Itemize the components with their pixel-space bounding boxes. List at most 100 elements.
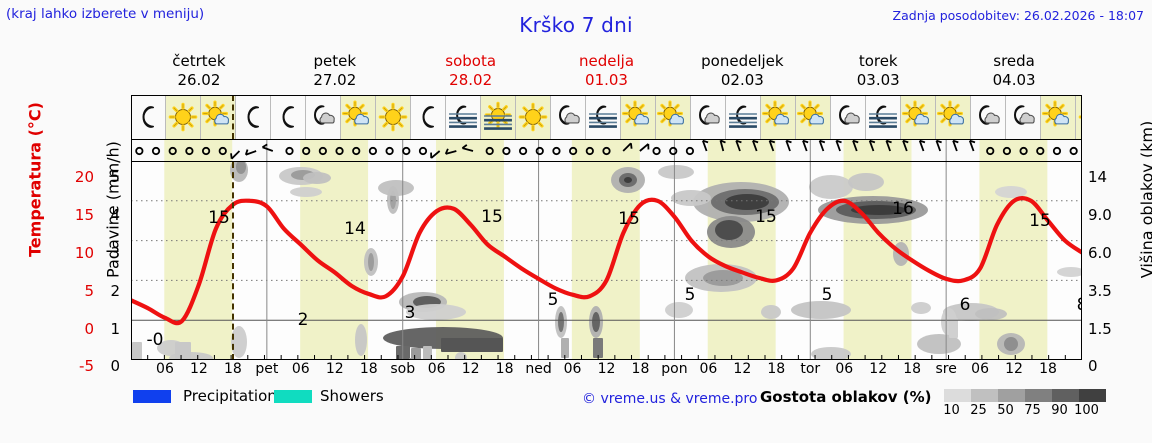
day-column-sreda: sreda 04.03 bbox=[946, 52, 1082, 92]
cloud-density-swatch-75 bbox=[1025, 389, 1052, 402]
weather-icon-sun-cloud bbox=[341, 95, 376, 139]
temp-min-label-nedelja: 5 bbox=[548, 290, 559, 310]
day-date: 28.02 bbox=[449, 71, 493, 89]
cloud-height-tick-3.5: 3.5 bbox=[1088, 282, 1112, 300]
weather-icon-moon-cloud bbox=[551, 95, 586, 139]
showers-legend-label: Showers bbox=[320, 387, 384, 405]
weather-icon-moon bbox=[271, 95, 306, 139]
cloud-density-swatch-100 bbox=[1079, 389, 1106, 402]
cloud-density-legend-title: Gostota oblakov (%) bbox=[760, 388, 932, 406]
precipitation-tick-2: 2 bbox=[110, 282, 120, 300]
x-tick-18-18: 18 bbox=[767, 361, 786, 377]
weather-icon-band bbox=[131, 95, 1082, 140]
cloud-density-swatch-50 bbox=[998, 389, 1025, 402]
x-tick-18-14: 18 bbox=[631, 361, 650, 377]
x-tick-06-24: 06 bbox=[971, 361, 990, 377]
weather-icon-sun bbox=[1076, 95, 1082, 139]
weather-icon-sun-cloud bbox=[621, 95, 656, 139]
cloud-density-tick-25: 25 bbox=[970, 403, 987, 418]
temperature-tick-20: 20 bbox=[74, 168, 94, 186]
chart-plot-area: 15 -0 14 2 15 3 15 5 15 5 16 5 15 6 8 bbox=[131, 162, 1082, 360]
day-name: ponedeljek bbox=[701, 52, 784, 70]
temp-min-label-petek: 2 bbox=[298, 310, 309, 330]
x-tick-pet-3: pet bbox=[255, 361, 279, 377]
day-date: 02.03 bbox=[720, 71, 764, 89]
weather-icon-sun-cloud bbox=[761, 95, 796, 139]
current-time-line-icons bbox=[232, 95, 234, 139]
precipitation-tick-5: 5 bbox=[110, 168, 120, 186]
temperature-axis-title: Temperatura (°C) bbox=[25, 102, 45, 257]
day-date: 01.03 bbox=[585, 71, 628, 89]
x-tick-12-1: 12 bbox=[190, 361, 208, 377]
day-name: sobota bbox=[445, 52, 497, 70]
cloud-height-axis-title: Višina oblakov (km) bbox=[1137, 120, 1152, 279]
weather-icon-moon-fog bbox=[866, 95, 901, 139]
x-tick-06-4: 06 bbox=[291, 361, 310, 377]
x-tick-18-2: 18 bbox=[223, 361, 242, 377]
temperature-tick-10: 10 bbox=[74, 244, 94, 262]
weather-icon-sun bbox=[516, 95, 551, 139]
day-column-torek: torek 03.03 bbox=[810, 52, 946, 92]
cloud-density-swatch-25 bbox=[971, 389, 998, 402]
cloud-height-tick-0: 0 bbox=[1088, 357, 1098, 375]
day-name: sreda bbox=[993, 52, 1035, 70]
weather-icon-moon-cloud bbox=[831, 95, 866, 139]
weather-icon-moon-fog bbox=[586, 95, 621, 139]
precipitation-tick-1: 1 bbox=[110, 320, 120, 338]
day-date: 27.02 bbox=[313, 71, 357, 89]
weather-icon-sun-fog bbox=[481, 95, 516, 139]
weather-icon-sun-cloud bbox=[796, 95, 831, 139]
cloud-density-tick-100: 100 bbox=[1074, 403, 1099, 418]
precipitation-legend-label: Precipitation bbox=[183, 387, 277, 405]
cloud-density-swatch-90 bbox=[1052, 389, 1079, 402]
temperature-tick--5: -5 bbox=[79, 357, 94, 375]
x-tick-12-13: 12 bbox=[597, 361, 616, 377]
x-tick-sob-7: sob bbox=[390, 361, 416, 377]
precipitation-tick-0: 0 bbox=[110, 357, 120, 375]
day-name: četrtek bbox=[172, 52, 226, 70]
temp-max-label-torek: 16 bbox=[892, 199, 914, 219]
weather-icon-moon bbox=[131, 95, 166, 139]
weather-icon-moon-cloud bbox=[971, 95, 1006, 139]
x-tick-06-16: 06 bbox=[699, 361, 718, 377]
x-tick-pon-15: pon bbox=[661, 361, 688, 377]
weather-icon-sun-cloud bbox=[1041, 95, 1076, 139]
precipitation-tick-3: 3 bbox=[110, 244, 120, 262]
day-column-sobota: sobota 28.02 bbox=[403, 52, 539, 92]
location-menu-note: (kraj lahko izberete v meniju) bbox=[6, 6, 205, 22]
showers-legend-swatch bbox=[274, 390, 312, 403]
x-tick-18-26: 18 bbox=[1039, 361, 1057, 377]
temperature-tick-15: 15 bbox=[74, 206, 94, 224]
x-tick-ned-11: ned bbox=[525, 361, 552, 377]
weather-icon-moon-fog bbox=[446, 95, 481, 139]
day-name: torek bbox=[858, 52, 898, 70]
cloud-height-tick-6.0: 6.0 bbox=[1088, 244, 1112, 262]
temp-max-label-sobota: 15 bbox=[481, 207, 503, 227]
temp-max-label-nedelja: 15 bbox=[618, 209, 640, 229]
weather-icon-moon bbox=[236, 95, 271, 139]
x-tick-06-20: 06 bbox=[835, 361, 854, 377]
temp-min-label-torek: 5 bbox=[822, 285, 833, 305]
cloud-density-scale-numbers: 10 25 50 75 90 100 bbox=[938, 403, 1100, 418]
weather-icon-sun-cloud bbox=[656, 95, 691, 139]
cloud-density-tick-75: 75 bbox=[1024, 403, 1041, 418]
temperature-cloud-chart-svg: 15 -0 14 2 15 3 15 5 15 5 16 5 15 6 8 bbox=[131, 162, 1082, 360]
temperature-tick-0: 0 bbox=[84, 320, 94, 338]
precipitation-tick-4: 4 bbox=[110, 206, 120, 224]
weather-icon-moon-fog bbox=[726, 95, 761, 139]
cloud-height-tick-9.0: 9.0 bbox=[1088, 206, 1112, 224]
x-tick-06-8: 06 bbox=[427, 361, 446, 377]
legend-row: Precipitation Showers bbox=[0, 385, 1152, 423]
weather-icon-sun-cloud bbox=[201, 95, 236, 139]
temp-max-label-ponedeljek: 15 bbox=[755, 207, 777, 227]
x-tick-12-17: 12 bbox=[733, 361, 752, 377]
day-column-ponedeljek: ponedeljek 02.03 bbox=[674, 52, 810, 92]
cloud-density-tick-50: 50 bbox=[997, 403, 1014, 418]
wind-barb-svg bbox=[135, 140, 1078, 161]
x-tick-sre-23: sre bbox=[935, 361, 957, 377]
cloud-density-tick-10: 10 bbox=[943, 403, 960, 418]
day-column-četrtek: četrtek 26.02 bbox=[131, 52, 267, 92]
day-name: petek bbox=[313, 52, 357, 70]
weather-icon-sun-cloud bbox=[936, 95, 971, 139]
day-column-petek: petek 27.02 bbox=[267, 52, 403, 92]
